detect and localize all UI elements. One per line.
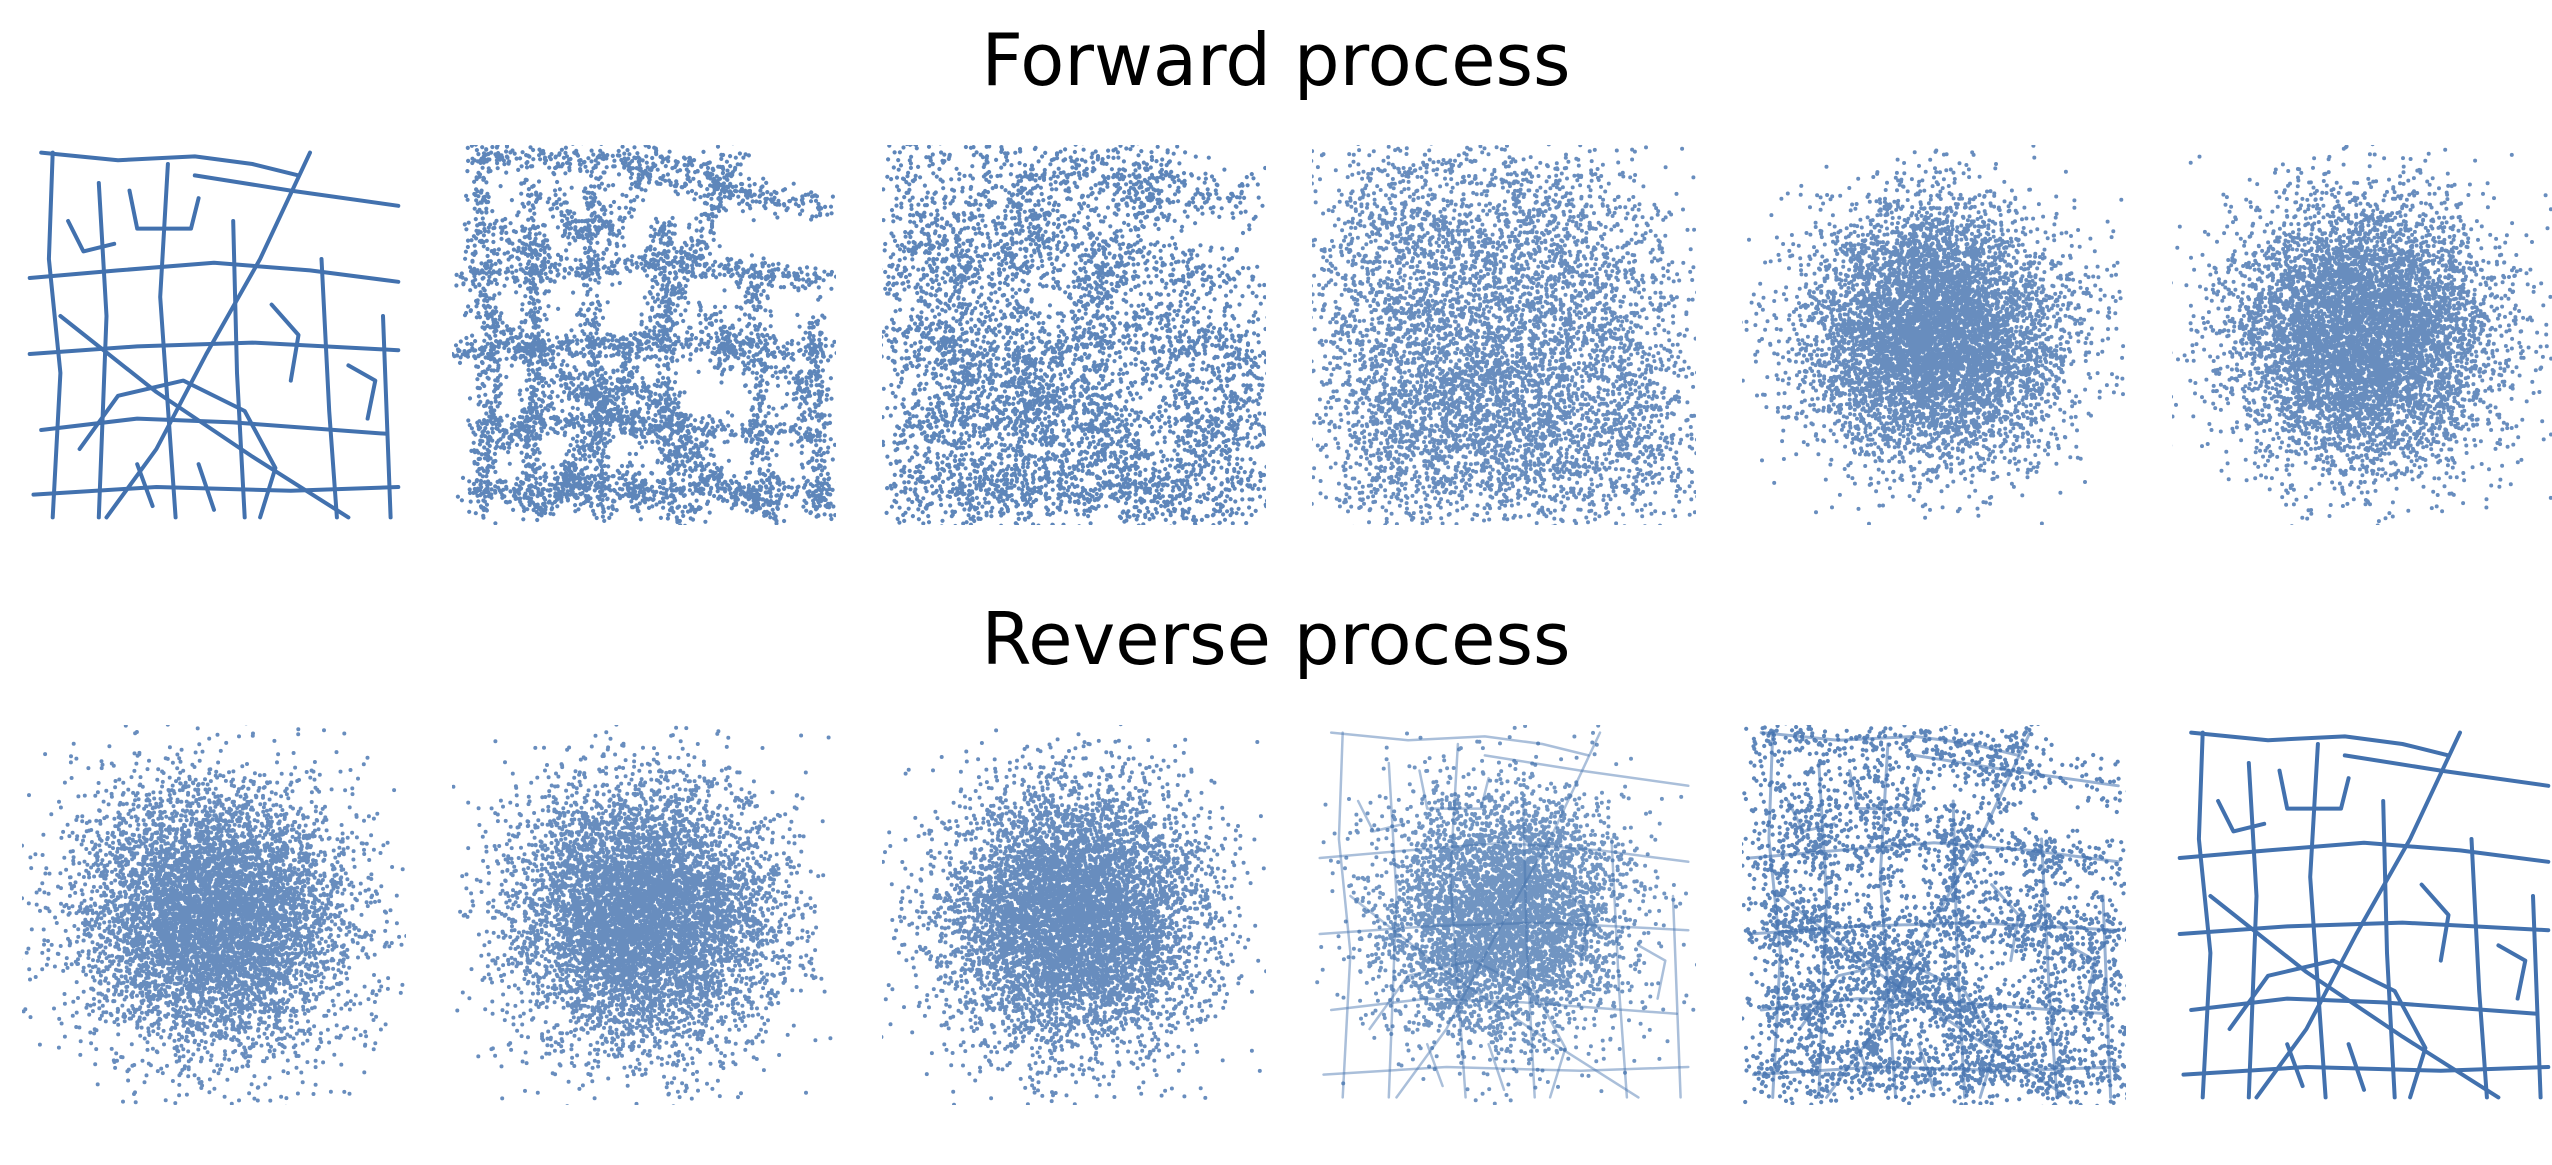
reverse-process-title: Reverse process [0, 603, 2552, 675]
reverse-panel-2 [452, 725, 836, 1105]
forward-panel-6 [2172, 145, 2552, 525]
forward-panel-5 [1742, 145, 2126, 525]
reverse-panel-3 [882, 725, 1266, 1105]
reverse-panel-6 [2172, 725, 2552, 1105]
reverse-panel-4 [1312, 725, 1696, 1105]
forward-panel-1 [22, 145, 406, 525]
reverse-panel-5 [1742, 725, 2126, 1105]
road-network [30, 153, 399, 518]
forward-process-title: Forward process [0, 24, 2552, 96]
forward-panel-4 [1312, 145, 1696, 525]
reverse-panel-1 [22, 725, 406, 1105]
forward-panel-3 [882, 145, 1266, 525]
road-network [2180, 733, 2549, 1098]
forward-panel-2 [452, 145, 836, 525]
